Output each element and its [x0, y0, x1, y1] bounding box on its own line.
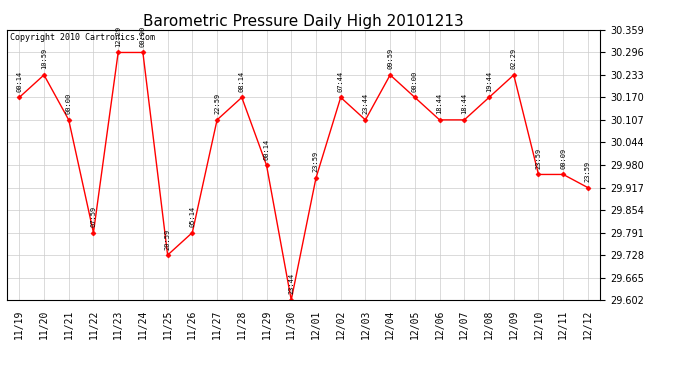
- Text: 19:44: 19:44: [486, 70, 492, 92]
- Text: 23:59: 23:59: [585, 161, 591, 182]
- Text: 00:00: 00:00: [66, 93, 72, 114]
- Text: 10:59: 10:59: [41, 48, 47, 69]
- Text: 00:09: 00:09: [560, 148, 566, 169]
- Text: 23:59: 23:59: [313, 151, 319, 172]
- Text: 12:29: 12:29: [115, 26, 121, 47]
- Text: 23:44: 23:44: [288, 273, 294, 294]
- Text: 00:00: 00:00: [140, 26, 146, 47]
- Text: 07:44: 07:44: [337, 70, 344, 92]
- Text: 07:59: 07:59: [90, 206, 97, 227]
- Text: 00:14: 00:14: [264, 138, 270, 160]
- Text: 23:44: 23:44: [362, 93, 368, 114]
- Text: 05:14: 05:14: [189, 206, 195, 227]
- Text: 23:59: 23:59: [535, 148, 542, 169]
- Title: Barometric Pressure Daily High 20101213: Barometric Pressure Daily High 20101213: [144, 14, 464, 29]
- Text: 08:14: 08:14: [239, 70, 245, 92]
- Text: 18:44: 18:44: [437, 93, 442, 114]
- Text: Copyright 2010 Cartronics.Com: Copyright 2010 Cartronics.Com: [10, 33, 155, 42]
- Text: 09:59: 09:59: [387, 48, 393, 69]
- Text: 00:00: 00:00: [412, 70, 418, 92]
- Text: 22:59: 22:59: [214, 93, 220, 114]
- Text: 18:44: 18:44: [462, 93, 467, 114]
- Text: 20:59: 20:59: [165, 228, 170, 249]
- Text: 00:14: 00:14: [17, 70, 22, 92]
- Text: 02:29: 02:29: [511, 48, 517, 69]
